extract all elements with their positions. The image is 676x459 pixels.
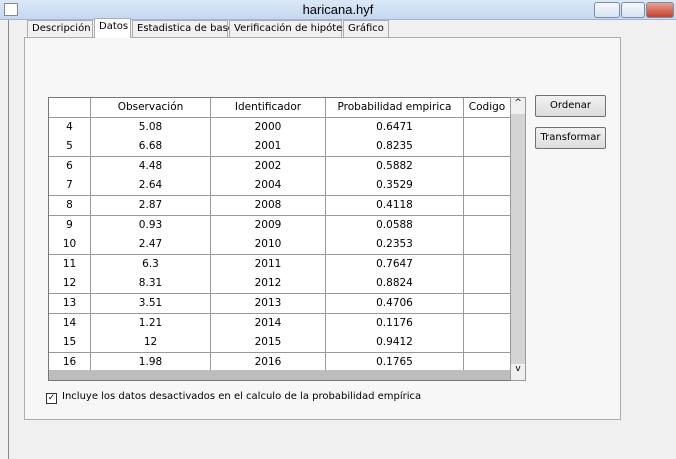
table-cell: 2013 xyxy=(211,294,326,314)
table-cell: 0.7647 xyxy=(326,254,464,275)
table-cell: 6.3 xyxy=(91,254,211,275)
table-cell: 2.64 xyxy=(91,176,211,197)
table-cell: 0.8824 xyxy=(326,274,464,295)
table-cell xyxy=(464,117,511,138)
row-index: 10 xyxy=(49,235,91,256)
vertical-scrollbar[interactable]: ^ v xyxy=(510,97,526,381)
table-cell xyxy=(464,254,511,275)
table-cell xyxy=(464,313,511,334)
table-cell: 2011 xyxy=(211,254,326,275)
table-cell xyxy=(464,215,511,236)
table-cell: 0.1176 xyxy=(326,313,464,334)
checkbox[interactable]: ✓ xyxy=(46,393,57,404)
table-cell: 2.87 xyxy=(91,196,211,216)
close-button[interactable] xyxy=(646,2,674,18)
window-border xyxy=(8,20,9,459)
app-icon xyxy=(4,3,18,16)
table-cell xyxy=(464,294,511,314)
checkbox-label[interactable]: Incluye los datos desactivados en el cal… xyxy=(62,391,422,402)
table-cell: 0.6471 xyxy=(326,117,464,138)
table-cell: 2014 xyxy=(211,313,326,334)
table-cell: 0.2353 xyxy=(326,235,464,256)
table-cell xyxy=(464,156,511,177)
row-index: 13 xyxy=(49,294,91,314)
table-cell xyxy=(464,274,511,295)
table-cell: 2012 xyxy=(211,274,326,295)
table-cell: 2001 xyxy=(211,137,326,158)
table-cell: 2000 xyxy=(211,117,326,138)
table-cell: 8.31 xyxy=(91,274,211,295)
tab[interactable]: Estadistica de base xyxy=(132,20,234,37)
scroll-down[interactable]: v xyxy=(511,364,525,380)
table-cell: 2009 xyxy=(211,215,326,236)
maximize-button[interactable] xyxy=(621,2,645,18)
table-cell: 2002 xyxy=(211,156,326,177)
table-cell: 0.9412 xyxy=(326,333,464,354)
row-index: 8 xyxy=(49,196,91,216)
row-index: 15 xyxy=(49,333,91,354)
minimize-button[interactable] xyxy=(594,2,620,18)
tab[interactable]: Verificación de hipótesis xyxy=(229,20,355,37)
window-title: haricana.hyf xyxy=(302,2,374,17)
table-cell: 0.1765 xyxy=(326,352,464,373)
table-cell: 0.0588 xyxy=(326,215,464,236)
table-cell: 0.3529 xyxy=(326,176,464,197)
table-cell: 6.68 xyxy=(91,137,211,158)
column-header: Codigo xyxy=(464,98,511,118)
horizontal-scrollbar[interactable] xyxy=(49,370,510,380)
table-cell: 0.5882 xyxy=(326,156,464,177)
table-cell xyxy=(464,196,511,216)
tab[interactable]: Datos xyxy=(94,18,131,38)
column-header: Observación xyxy=(91,98,211,118)
table-cell: 12 xyxy=(91,333,211,354)
table-cell: 0.8235 xyxy=(326,137,464,158)
table-cell: 2008 xyxy=(211,196,326,216)
table-cell: 3.51 xyxy=(91,294,211,314)
header-cell xyxy=(49,98,91,118)
row-index: 9 xyxy=(49,215,91,236)
row-index: 11 xyxy=(49,254,91,275)
column-header: Probabilidad empirica xyxy=(326,98,464,118)
table-cell: 2004 xyxy=(211,176,326,197)
table-cell: 2015 xyxy=(211,333,326,354)
table-cell: 2.47 xyxy=(91,235,211,256)
table-cell: 5.08 xyxy=(91,117,211,138)
table-cell xyxy=(464,137,511,158)
tab[interactable]: Descripción xyxy=(27,20,93,37)
table-cell: 0.4706 xyxy=(326,294,464,314)
table-cell: 1.21 xyxy=(91,313,211,334)
row-index: 7 xyxy=(49,176,91,197)
table-cell xyxy=(464,176,511,197)
row-index: 6 xyxy=(49,156,91,177)
scroll-up[interactable]: ^ xyxy=(511,98,525,114)
data-grid: Observación Identificador Probabilidad emp… xyxy=(48,97,526,381)
tab[interactable]: Gráfico xyxy=(343,20,389,37)
table-cell xyxy=(464,333,511,354)
row-index: 5 xyxy=(49,137,91,158)
sort-button[interactable]: Ordenar xyxy=(535,95,606,117)
column-header: Identificador xyxy=(211,98,326,118)
row-index: 12 xyxy=(49,274,91,295)
row-index: 4 xyxy=(49,117,91,138)
transform-button[interactable]: Transformar xyxy=(535,127,606,149)
table-cell: 0.93 xyxy=(91,215,211,236)
table-cell xyxy=(464,235,511,256)
title-bar xyxy=(0,0,676,20)
table-cell: 2010 xyxy=(211,235,326,256)
table-cell: 4.48 xyxy=(91,156,211,177)
row-index: 14 xyxy=(49,313,91,334)
table-cell: 0.4118 xyxy=(326,196,464,216)
